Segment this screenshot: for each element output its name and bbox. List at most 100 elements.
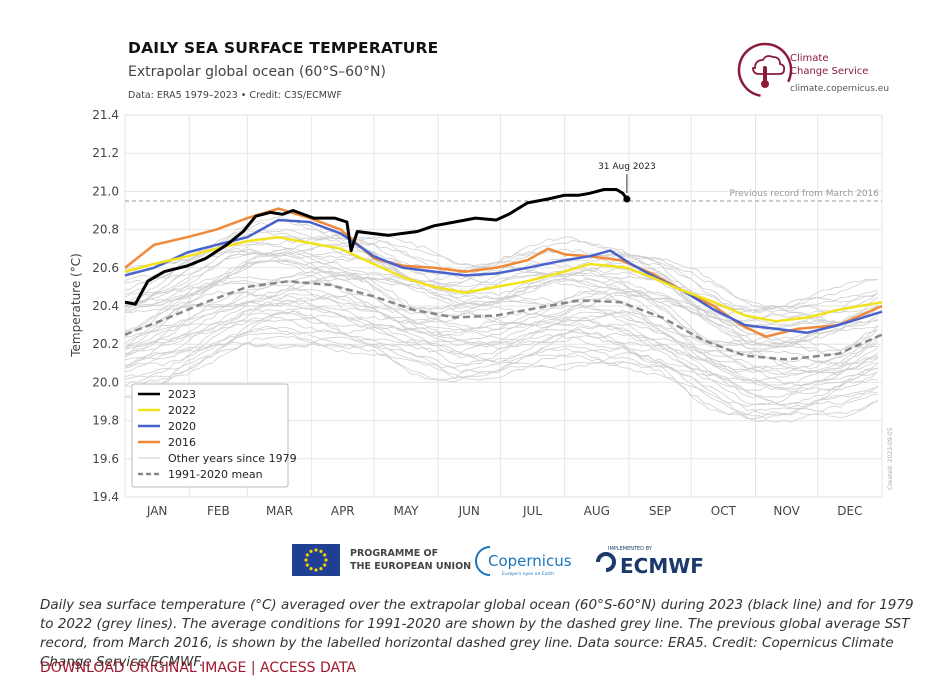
- eu-star: [319, 549, 323, 553]
- other-year-line: [124, 273, 879, 370]
- other-year-line: [124, 228, 879, 314]
- other-year-line: [124, 335, 878, 423]
- x-month-label: JUL: [522, 504, 542, 518]
- other-year-line: [124, 325, 879, 416]
- x-month-label: JAN: [146, 504, 168, 518]
- ecmwf-label: ECMWF: [620, 554, 704, 578]
- other-year-line: [124, 288, 879, 376]
- logo-url: climate.copernicus.eu: [790, 84, 890, 94]
- annotation-dot: [623, 195, 631, 203]
- y-axis-ticks: 19.4 19.6 19.8 20.0 20.2 20.4 20.6 20.8 21.0 21.2…: [92, 108, 119, 504]
- eu-star: [305, 563, 309, 567]
- legend-label: 1991-2020 mean: [168, 468, 263, 481]
- access-data-link[interactable]: ACCESS DATA: [260, 660, 357, 676]
- other-year-line: [124, 242, 879, 324]
- series-line-2023: [124, 188, 629, 306]
- other-year-line: [124, 295, 879, 386]
- series-lines: [124, 188, 883, 361]
- y-tick-label: 19.4: [92, 490, 119, 504]
- link-bar: DOWNLOAD ORIGINAL IMAGE | ACCESS DATA: [40, 660, 356, 676]
- other-year-line: [124, 310, 878, 409]
- eu-star: [304, 558, 308, 562]
- copernicus-tagline: Europe's eyes on Earth: [502, 571, 554, 577]
- page-subtitle: Extrapolar global ocean (60°S–60°N): [128, 64, 386, 80]
- eu-star: [309, 549, 313, 553]
- y-tick-label: 20.2: [92, 337, 119, 351]
- page-title: DAILY SEA SURFACE TEMPERATURE: [128, 39, 439, 57]
- legend-label: Other years since 1979: [168, 452, 297, 465]
- x-month-label: OCT: [711, 504, 737, 518]
- other-year-line: [124, 330, 879, 407]
- c3s-logo-icon: [737, 42, 793, 98]
- data-source: Data: ERA5 1979–2023 • Credit: C3S/ECMWF: [128, 90, 342, 101]
- other-year-line: [124, 252, 879, 344]
- x-month-label: APR: [331, 504, 355, 518]
- y-tick-label: 19.8: [92, 414, 119, 428]
- other-year-line: [124, 284, 878, 376]
- other-year-line: [124, 299, 879, 389]
- copernicus-logo-icon: Copernicus Europe's eyes on Earth: [475, 546, 572, 577]
- ecmwf-logo-icon: IMPLEMENTED BY ECMWF: [596, 546, 704, 578]
- series-line-2022: [124, 235, 883, 323]
- other-year-line: [124, 293, 879, 374]
- chart-legend: 2023 2022 2020 2016 Other years since 1979 19…: [131, 383, 297, 488]
- x-month-label: AUG: [584, 504, 610, 518]
- ecmwf-implemented: IMPLEMENTED BY: [608, 546, 653, 552]
- eu-label-line1: PROGRAMME OF: [350, 548, 438, 559]
- y-tick-label: 20.0: [92, 375, 119, 389]
- x-month-label: DEC: [837, 504, 862, 518]
- logo-name-line2: Change Service: [790, 66, 869, 77]
- series-line-1991-2020-mean: [124, 279, 883, 361]
- other-year-line: [124, 252, 879, 331]
- other-year-line: [124, 220, 878, 310]
- c3s-logo-name: Climate Change Service: [790, 52, 868, 78]
- copernicus-label: Copernicus: [488, 552, 572, 570]
- y-tick-label: 21.2: [92, 146, 119, 160]
- eu-star: [324, 558, 328, 562]
- x-month-label: MAY: [394, 504, 420, 518]
- x-month-label: NOV: [773, 504, 800, 518]
- eu-flag-icon: [292, 544, 340, 576]
- eu-star: [309, 567, 313, 571]
- eu-star: [323, 563, 327, 567]
- legend-box: [131, 383, 289, 488]
- x-month-label: SEP: [649, 504, 671, 518]
- other-year-line: [124, 279, 879, 374]
- record-label: Previous record from March 2016: [729, 189, 879, 199]
- download-image-link[interactable]: DOWNLOAD ORIGINAL IMAGE: [40, 660, 247, 676]
- watermark-text: Created: 2023-09-05: [887, 427, 894, 490]
- other-year-line: [124, 278, 879, 366]
- eu-star: [319, 567, 323, 571]
- other-year-line: [124, 236, 879, 327]
- other-year-line: [124, 259, 878, 347]
- x-month-label: FEB: [207, 504, 230, 518]
- figure-caption: Daily sea surface temperature (°C) avera…: [40, 597, 914, 670]
- sst-line-chart: 19.4 19.6 19.8 20.0 20.2 20.4 20.6 20.8 21.0 21.2…: [69, 108, 894, 518]
- annotation: 31 Aug 2023: [598, 162, 656, 203]
- y-tick-label: 19.6: [92, 452, 119, 466]
- x-month-label: MAR: [266, 504, 293, 518]
- other-year-line: [124, 312, 878, 406]
- eu-star: [305, 553, 309, 557]
- other-year-line: [124, 327, 878, 419]
- other-year-line: [124, 243, 879, 326]
- other-year-line: [124, 307, 879, 395]
- annotation-label: 31 Aug 2023: [598, 162, 656, 172]
- other-year-line: [124, 260, 878, 351]
- other-year-line: [124, 293, 879, 387]
- record-line: Previous record from March 2016: [125, 189, 882, 202]
- other-year-line: [124, 271, 879, 356]
- series-line-2020: [124, 218, 883, 334]
- x-axis-months: JAN FEB MAR APR MAY JUN JUL AUG SEP OCT NOV DEC: [146, 504, 863, 518]
- eu-star: [314, 548, 318, 552]
- x-month-label: JUN: [458, 504, 480, 518]
- y-axis-label: Temperature (°C): [69, 253, 83, 358]
- legend-label: 2023: [168, 388, 196, 401]
- legend-label: 2020: [168, 420, 196, 433]
- y-tick-label: 20.8: [92, 223, 119, 237]
- y-tick-label: 21.4: [92, 108, 119, 122]
- y-tick-label: 20.4: [92, 299, 119, 313]
- legend-label: 2016: [168, 436, 196, 449]
- y-tick-label: 21.0: [92, 184, 119, 198]
- logo-name-line1: Climate: [790, 53, 829, 64]
